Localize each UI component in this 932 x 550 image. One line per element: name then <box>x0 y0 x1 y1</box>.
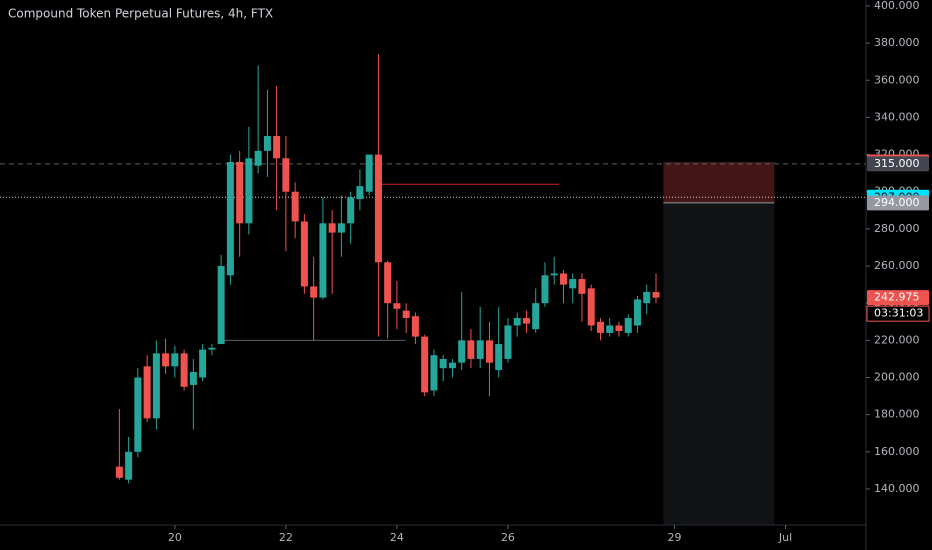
candle-body <box>448 362 456 369</box>
candle-body <box>430 355 438 391</box>
candle-body <box>476 340 484 359</box>
chart-title: Compound Token Perpetual Futures, 4h, FT… <box>8 7 273 21</box>
candle-body <box>569 279 577 289</box>
y-tick-label: 180.000 <box>874 408 920 421</box>
candle-body <box>402 310 410 319</box>
candle-body <box>263 135 271 151</box>
candle-body <box>550 273 558 276</box>
countdown: 03:31:03 <box>874 307 923 320</box>
y-tick-label: 340.000 <box>874 110 920 123</box>
candle-body <box>217 266 225 345</box>
y-tick-label: 200.000 <box>874 370 920 383</box>
candle-body <box>384 262 392 304</box>
stop-zone <box>663 161 775 203</box>
candle-body <box>180 353 188 387</box>
candle-body <box>236 161 244 224</box>
y-tick-label: 380.000 <box>874 36 920 49</box>
candle-body <box>328 223 336 233</box>
candle-body <box>606 325 614 333</box>
candle-body <box>504 325 512 359</box>
candle-body <box>541 275 549 304</box>
candle-body <box>300 221 308 287</box>
candle-body <box>162 353 170 367</box>
candle-body <box>347 197 355 224</box>
candle-body <box>652 292 660 298</box>
candle-body <box>125 451 133 480</box>
countdown-bg <box>866 305 930 322</box>
candle-body <box>633 299 641 326</box>
target-zone <box>663 202 775 525</box>
price-label-bg <box>867 290 929 306</box>
candle-body <box>513 318 521 326</box>
candle-body <box>467 340 475 359</box>
candle-body <box>411 316 419 337</box>
candle-body <box>310 286 318 298</box>
plot-area <box>0 54 866 525</box>
candle-body <box>559 273 567 285</box>
candle-body <box>282 158 290 192</box>
candle-body <box>615 325 623 332</box>
y-tick-label: 160.000 <box>874 445 920 458</box>
candle-body <box>421 336 429 393</box>
y-tick-label: 220.000 <box>874 333 920 346</box>
candle-body <box>273 135 281 159</box>
candle-body <box>245 158 253 224</box>
candle-body <box>226 161 234 276</box>
candle-body <box>356 186 364 200</box>
y-tick-label: 360.000 <box>874 73 920 86</box>
candle-body <box>439 358 447 369</box>
candle-body <box>365 154 373 192</box>
candle-body <box>152 353 160 419</box>
y-tick-label: 280.000 <box>874 222 920 235</box>
candle-body <box>337 223 345 233</box>
candle-body <box>643 292 651 304</box>
y-tick-label: 140.000 <box>874 482 920 495</box>
candle-body <box>143 366 151 419</box>
candle-body <box>291 191 299 222</box>
candle-body <box>171 353 179 367</box>
candle-body <box>587 288 595 326</box>
x-tick-label: 22 <box>279 531 293 544</box>
x-tick-label: 26 <box>501 531 515 544</box>
candle-body <box>199 349 207 378</box>
candle-body <box>596 321 604 333</box>
x-tick-label: 29 <box>667 531 681 544</box>
candle-body <box>578 279 586 294</box>
candle-body <box>393 303 401 309</box>
candle-body <box>115 466 123 478</box>
price-label-bg <box>867 156 929 172</box>
x-tick-label: 20 <box>168 531 182 544</box>
candle-body <box>254 150 262 166</box>
x-tick-label: 24 <box>390 531 404 544</box>
candle-body <box>319 223 327 298</box>
price-label-bg <box>867 195 929 211</box>
price-label: 242.975 <box>874 291 920 304</box>
candle-body <box>189 371 197 385</box>
candle-body <box>485 340 493 363</box>
candle-body <box>208 347 216 350</box>
candle-body <box>532 303 540 330</box>
y-tick-label: 260.000 <box>874 259 920 272</box>
y-tick-label: 400.000 <box>874 0 920 12</box>
candle-body <box>495 344 503 371</box>
axes: 140.000160.000180.000200.000220.000240.0… <box>168 0 930 544</box>
price-label: 315.000 <box>874 157 920 170</box>
candle-body <box>374 154 382 263</box>
candle-body <box>458 340 466 363</box>
candle-body <box>522 318 530 324</box>
x-tick-label: Jul <box>778 531 792 544</box>
price-label: 294.000 <box>874 196 920 209</box>
candle-body <box>134 377 142 452</box>
candle-body <box>624 318 632 333</box>
